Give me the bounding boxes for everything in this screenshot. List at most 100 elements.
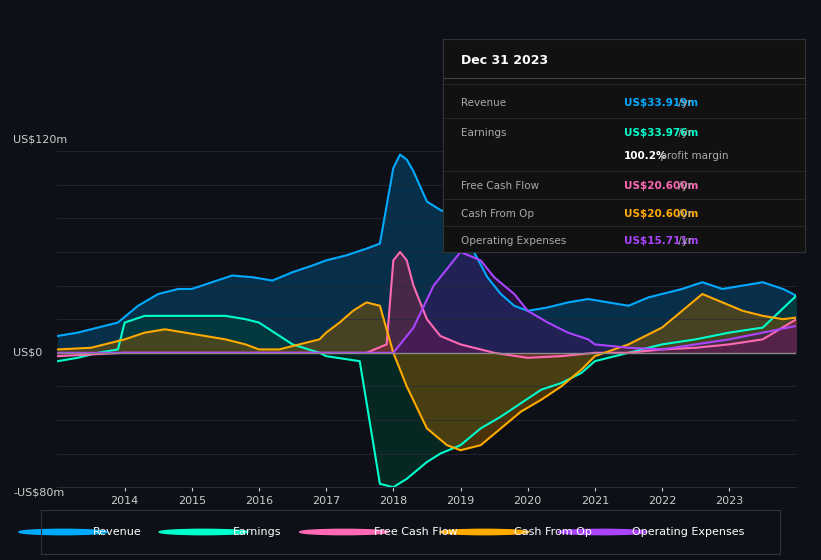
Free Cash Flow [557, 353, 566, 360]
Earnings [657, 341, 667, 348]
Text: Cash From Op: Cash From Op [461, 209, 534, 219]
Earnings [758, 324, 768, 331]
Free Cash Flow [590, 349, 600, 356]
Earnings [93, 349, 103, 356]
Cash From Op [335, 319, 345, 326]
Circle shape [300, 529, 388, 535]
Cash From Op [576, 366, 586, 373]
Text: /yr: /yr [675, 236, 692, 246]
Earnings [314, 349, 324, 356]
Revenue [207, 279, 217, 286]
Cash From Op [274, 346, 284, 353]
Cash From Op [120, 336, 130, 343]
Operating Expenses [791, 323, 801, 329]
Free Cash Flow [382, 341, 392, 348]
Earnings [287, 341, 297, 348]
Revenue [247, 274, 257, 281]
Cash From Op [241, 341, 250, 348]
Cash From Op [401, 383, 411, 390]
Free Cash Flow [690, 344, 700, 351]
Earnings [113, 346, 123, 353]
Revenue [563, 299, 573, 306]
Revenue [778, 286, 788, 292]
Earnings [160, 312, 170, 319]
Revenue [758, 279, 768, 286]
Operating Expenses [563, 329, 573, 336]
Earnings [724, 329, 734, 336]
Earnings [791, 292, 801, 299]
Revenue [187, 286, 197, 292]
Operating Expenses [523, 307, 533, 314]
Operating Expenses [583, 336, 593, 343]
Text: -US$80m: -US$80m [13, 487, 64, 497]
Cash From Op [443, 442, 452, 449]
Revenue [422, 198, 432, 205]
Operating Expenses [429, 282, 438, 289]
Earnings [475, 425, 485, 432]
Operating Expenses [489, 274, 499, 281]
Text: /yr: /yr [675, 128, 692, 138]
Earnings [254, 319, 264, 326]
Free Cash Flow [187, 349, 197, 356]
Revenue [623, 302, 633, 309]
Text: US$33.919m: US$33.919m [624, 98, 698, 108]
Cash From Op [677, 307, 687, 314]
Operating Expenses [590, 341, 600, 348]
Revenue [483, 274, 493, 281]
Circle shape [440, 529, 529, 535]
Earnings [221, 312, 231, 319]
Revenue [603, 299, 613, 306]
Operating Expenses [690, 341, 700, 348]
Revenue [308, 262, 318, 269]
Operating Expenses [543, 319, 553, 326]
Revenue [113, 319, 123, 326]
Free Cash Flow [657, 346, 667, 353]
Earnings [388, 484, 398, 491]
Free Cash Flow [395, 249, 405, 255]
Revenue [409, 168, 419, 175]
Revenue [543, 304, 553, 311]
Cash From Op [536, 396, 546, 403]
Revenue [133, 302, 143, 309]
Line: Operating Expenses: Operating Expenses [57, 252, 796, 353]
Cash From Op [697, 291, 707, 297]
Earnings [375, 480, 385, 487]
Text: US$33.976m: US$33.976m [624, 128, 699, 138]
Operating Expenses [509, 291, 519, 297]
Earnings [536, 386, 546, 393]
Operating Expenses [724, 336, 734, 343]
Cash From Op [456, 447, 466, 454]
Text: US$20.600m: US$20.600m [624, 181, 699, 191]
Operating Expenses [287, 349, 297, 356]
Operating Expenses [86, 349, 96, 356]
Text: Earnings: Earnings [233, 527, 282, 537]
Operating Expenses [409, 324, 419, 331]
Revenue [469, 249, 479, 255]
Revenue [154, 291, 163, 297]
Earnings [590, 358, 600, 365]
Earnings [516, 400, 526, 407]
Circle shape [19, 529, 108, 535]
Circle shape [558, 529, 647, 535]
Cash From Op [758, 312, 768, 319]
Cash From Op [295, 341, 305, 348]
Cash From Op [221, 336, 231, 343]
Revenue [449, 212, 459, 218]
Text: Free Cash Flow: Free Cash Flow [461, 181, 539, 191]
Text: US$0: US$0 [13, 348, 43, 358]
Earnings [140, 312, 149, 319]
Earnings [496, 413, 506, 420]
Earnings [623, 349, 633, 356]
Cash From Op [516, 408, 526, 415]
Revenue [496, 291, 506, 297]
Revenue [375, 240, 385, 247]
Cash From Op [200, 333, 210, 339]
Text: US$15.711m: US$15.711m [624, 236, 699, 246]
Cash From Op [738, 307, 748, 314]
Operating Expenses [154, 349, 163, 356]
Cash From Op [657, 324, 667, 331]
Cash From Op [314, 336, 324, 343]
Cash From Op [496, 425, 506, 432]
Free Cash Flow [489, 349, 499, 356]
Earnings [557, 380, 566, 386]
